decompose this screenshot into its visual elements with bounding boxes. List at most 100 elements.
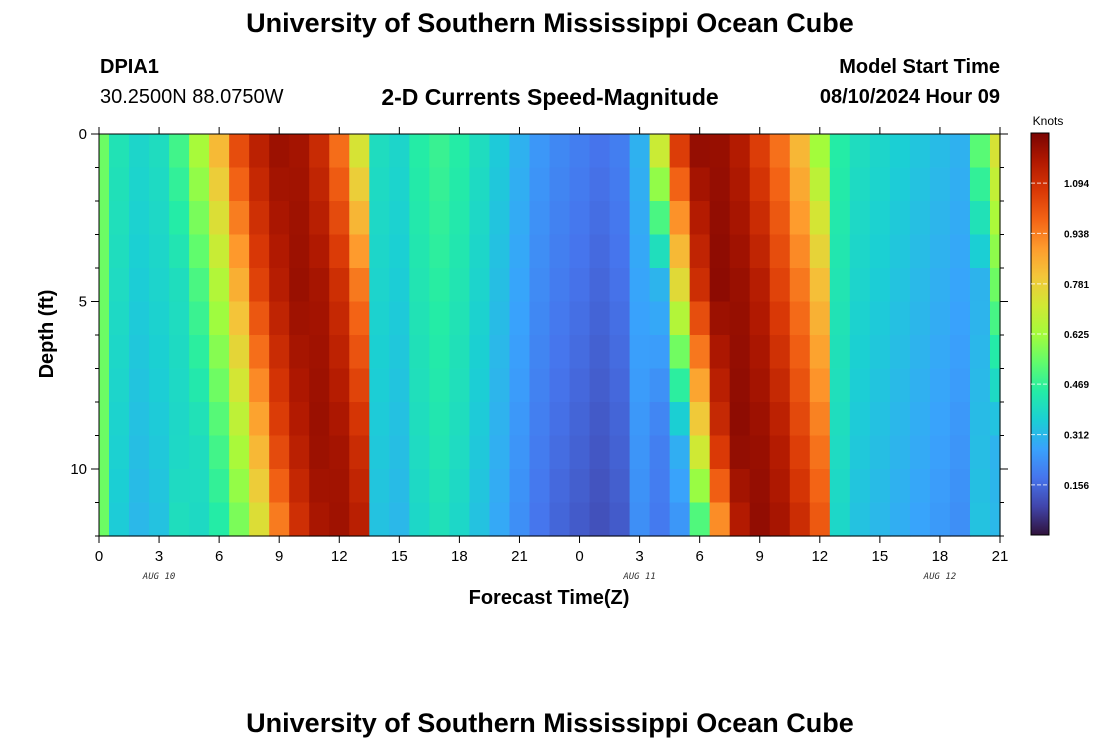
heatmap-cell	[209, 402, 230, 437]
heatmap-cell	[329, 134, 350, 169]
heatmap-cell	[969, 234, 991, 269]
heatmap-cell	[849, 134, 871, 169]
heatmap-cell	[709, 335, 731, 370]
heatmap-cell	[269, 335, 290, 370]
heatmap-cell	[549, 335, 571, 370]
heatmap-cell	[289, 402, 310, 437]
heatmap-cell	[729, 134, 751, 169]
heatmap-cell	[389, 167, 410, 202]
heatmap-cell	[889, 368, 911, 403]
heatmap-cell	[949, 301, 971, 336]
heatmap-cell	[749, 134, 771, 169]
y-tick-label: 0	[79, 126, 87, 143]
heatmap-cell	[629, 402, 651, 437]
heatmap-cell	[329, 335, 350, 370]
heatmap-cell	[889, 335, 911, 370]
heatmap-cell	[569, 234, 591, 269]
heatmap-cell	[189, 502, 210, 537]
heatmap-cell	[309, 301, 330, 336]
heatmap-cell	[849, 435, 871, 470]
heatmap-cell	[789, 402, 811, 437]
heatmap-cell	[409, 167, 430, 202]
colorbar-tick-label: 0.625	[1064, 330, 1089, 341]
heatmap-cell	[109, 368, 130, 403]
heatmap-cell	[149, 201, 170, 236]
y-axis: 0 5 10	[70, 126, 1008, 537]
heatmap-cell	[609, 402, 631, 437]
heatmap-cell	[889, 435, 911, 470]
heatmap-cell	[829, 435, 851, 470]
heatmap-cell	[909, 435, 931, 470]
heatmap-cell	[709, 368, 731, 403]
heatmap-cell	[189, 268, 210, 303]
heatmap-cell	[209, 469, 230, 504]
heatmap-cell	[449, 402, 471, 437]
heatmap-cell	[829, 134, 851, 169]
heatmap-cell	[589, 268, 611, 303]
heatmap-cell	[369, 301, 390, 336]
heatmap-cell	[689, 268, 711, 303]
heatmap-cell	[469, 167, 491, 202]
heatmap-cell	[829, 469, 851, 504]
heatmap-cell	[329, 301, 350, 336]
heatmap-cell	[99, 435, 110, 470]
heatmap-cell	[149, 502, 170, 537]
heatmap-cell	[789, 435, 811, 470]
heatmap-cell	[229, 167, 250, 202]
heatmap-cell	[189, 368, 210, 403]
heatmap-cell	[309, 469, 330, 504]
heatmap-cell	[609, 301, 631, 336]
heatmap-cell	[809, 335, 831, 370]
heatmap-cell	[849, 402, 871, 437]
x-tick-label: 6	[695, 548, 703, 565]
heatmap-cell	[209, 435, 230, 470]
model-start-label: Model Start Time	[839, 56, 1000, 78]
heatmap-cell	[349, 268, 370, 303]
heatmap-cell	[269, 368, 290, 403]
heatmap-cell	[149, 435, 170, 470]
x-tick-label: 15	[391, 548, 408, 565]
heatmap-cell	[609, 368, 631, 403]
heatmap-cell	[949, 402, 971, 437]
heatmap-cell	[809, 402, 831, 437]
heatmap-cell	[329, 502, 350, 537]
heatmap-cell	[729, 268, 751, 303]
heatmap-cell	[589, 335, 611, 370]
heatmap-cell	[329, 435, 350, 470]
heatmap-cell	[129, 167, 150, 202]
heatmap-cell	[769, 469, 791, 504]
heatmap-cell	[729, 301, 751, 336]
heatmap-cell	[649, 268, 671, 303]
heatmap-cell	[829, 368, 851, 403]
heatmap-cell	[529, 335, 551, 370]
heatmap-cell	[209, 301, 230, 336]
heatmap-cell	[829, 335, 851, 370]
heatmap-cell	[949, 268, 971, 303]
colorbar-unit: Knots	[1033, 114, 1064, 128]
heatmap-cell	[169, 268, 190, 303]
heatmap-cell	[809, 502, 831, 537]
date-label: AUG 11	[622, 572, 656, 582]
heatmap-cell	[429, 335, 450, 370]
heatmap-cell	[249, 268, 270, 303]
heatmap-cell	[969, 201, 991, 236]
heatmap-cell	[509, 268, 531, 303]
heatmap-cell	[429, 201, 450, 236]
heatmap-cell	[569, 134, 591, 169]
heatmap-cell	[229, 402, 250, 437]
heatmap-cell	[99, 301, 110, 336]
heatmap-cell	[829, 268, 851, 303]
heatmap-cell	[769, 134, 791, 169]
heatmap-cell	[669, 469, 691, 504]
heatmap-cell	[189, 301, 210, 336]
heatmap-cell	[989, 435, 1001, 470]
heatmap-cell	[109, 167, 130, 202]
heatmap-cell	[989, 469, 1001, 504]
heatmap-cell	[589, 134, 611, 169]
heatmap-cell	[649, 234, 671, 269]
heatmap-cell	[989, 167, 1001, 202]
heatmap-cell	[99, 201, 110, 236]
heatmap-cell	[169, 134, 190, 169]
heatmap-cell	[229, 368, 250, 403]
heatmap-cell	[589, 167, 611, 202]
